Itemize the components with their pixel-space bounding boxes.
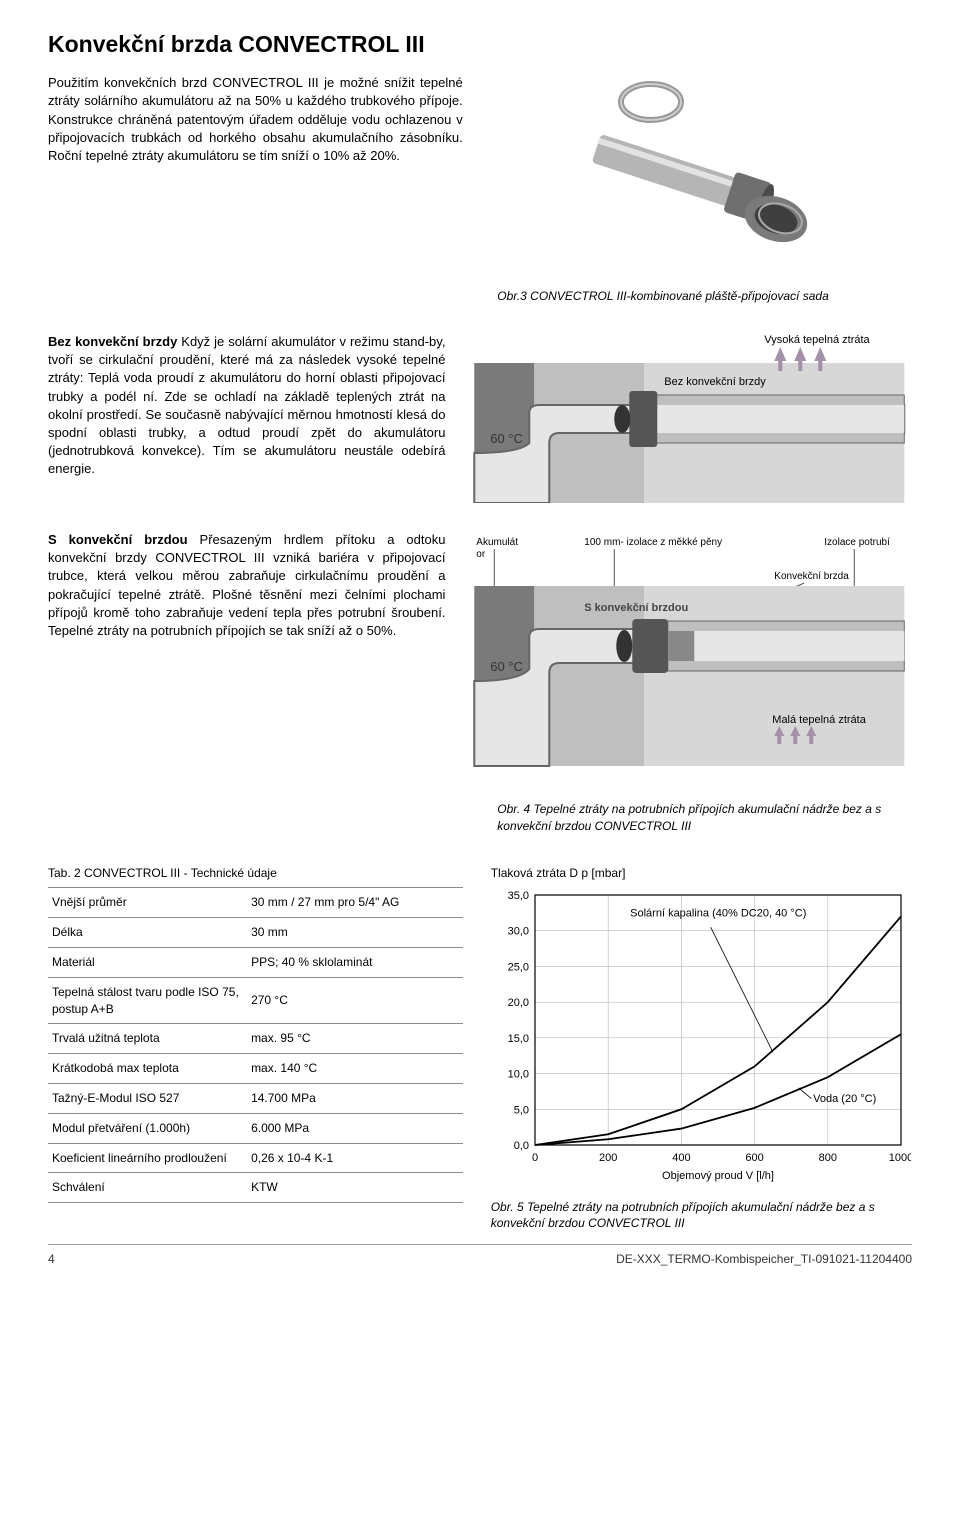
diagram-no-brake: 60 °C Bez konvekční brzdy Vysoká tepelná… [467,333,912,503]
diagram-with-brake: Akumulát or 100 mm- izolace z měkké pěny… [467,531,912,791]
with-brake-overlay: S konvekční brzdou [585,602,689,614]
no-brake-text: Bez konvekční brzdy Když je solární akum… [48,333,445,479]
spec-key: Schválení [48,1173,247,1203]
no-brake-body: Když je solární akumulátor v režimu stan… [48,334,445,476]
svg-text:15,0: 15,0 [507,1033,528,1045]
svg-text:20,0: 20,0 [507,998,528,1010]
svg-text:800: 800 [818,1152,836,1164]
doc-id: DE-XXX_TERMO-Kombispeicher_TI-091021-112… [616,1251,912,1268]
spec-value: 0,26 x 10-4 K-1 [247,1143,463,1173]
table-row: Krátkodobá max teplotamax. 140 °C [48,1054,463,1084]
foam-label: 100 mm- izolace z měkké pěny [585,537,723,548]
diag-with-brake-svg: Akumulát or 100 mm- izolace z měkké pěny… [467,531,912,791]
spec-value: 6.000 MPa [247,1113,463,1143]
spec-key: Modul přetváření (1.000h) [48,1113,247,1143]
spec-key: Koeficient lineárního prodloužení [48,1143,247,1173]
spec-key: Vnější průměr [48,888,247,918]
tank-label: Akumulát [477,537,519,548]
section-no-brake: Bez konvekční brzdy Když je solární akum… [48,333,912,503]
spec-key: Trvalá užitná teplota [48,1024,247,1054]
pressure-loss-chart: 0,0 5,0 10,0 15,0 20,0 25,0 30,0 35,0 0 200 400 600… [491,885,911,1185]
fig4-caption: Obr. 4 Tepelné ztráty na potrubních příp… [497,801,912,835]
spec-value: KTW [247,1173,463,1203]
section-with-brake: S konvekční brzdou Přesazeným hrdlem pří… [48,531,912,791]
page-title: Konvekční brzda CONVECTROL III [48,28,912,60]
spec-value: 30 mm [247,918,463,948]
table-title: Tab. 2 CONVECTROL III - Technické údaje [48,865,463,882]
svg-text:or: or [477,549,487,560]
table-row: Délka30 mm [48,918,463,948]
diag-no-brake-svg: 60 °C Bez konvekční brzdy Vysoká tepelná… [467,333,912,503]
svg-text:25,0: 25,0 [507,962,528,974]
table-row: Vnější průměr30 mm / 27 mm pro 5/4" AG [48,888,463,918]
table-row: Koeficient lineárního prodloužení0,26 x … [48,1143,463,1173]
with-brake-text: S konvekční brzdou Přesazeným hrdlem pří… [48,531,445,640]
fig5-caption: Obr. 5 Tepelné ztráty na potrubních příp… [491,1199,912,1233]
spec-table: Vnější průměr30 mm / 27 mm pro 5/4" AGDé… [48,887,463,1203]
table-row: Modul přetváření (1.000h)6.000 MPa [48,1113,463,1143]
spec-value: 270 °C [247,977,463,1024]
fig3-svg [541,74,861,274]
svg-text:600: 600 [745,1152,763,1164]
bottom-row: Tab. 2 CONVECTROL III - Technické údaje … [48,865,912,1233]
no-brake-overlay: Bez konvekční brzdy [665,376,767,388]
spec-key: Materiál [48,947,247,977]
spec-key: Krátkodobá max teplota [48,1054,247,1084]
svg-text:200: 200 [599,1152,617,1164]
spec-value: 14.700 MPa [247,1083,463,1113]
spec-value: 30 mm / 27 mm pro 5/4" AG [247,888,463,918]
spec-key: Délka [48,918,247,948]
svg-text:10,0: 10,0 [507,1069,528,1081]
spec-key: Tažný-E-Modul ISO 527 [48,1083,247,1113]
temp-label-2: 60 °C [491,659,524,674]
svg-text:30,0: 30,0 [507,926,528,938]
svg-text:Solární kapalina (40% DC20, 40: Solární kapalina (40% DC20, 40 °C) [630,908,806,920]
pipe-insul-label: Izolace potrubí [825,537,891,548]
page-number: 4 [48,1251,55,1268]
no-brake-heading: Bez konvekční brzdy [48,334,177,349]
intro-row: Použitím konvekčních brzd CONVECTROL III… [48,74,912,274]
spec-value: PPS; 40 % sklolaminát [247,947,463,977]
spec-key: Tepelná stálost tvaru podle ISO 75, post… [48,977,247,1024]
svg-text:5,0: 5,0 [513,1105,528,1117]
temp-label: 60 °C [491,431,524,446]
spec-value: max. 140 °C [247,1054,463,1084]
svg-text:35,0: 35,0 [507,890,528,902]
with-brake-heading: S konvekční brzdou [48,532,188,547]
svg-text:1000: 1000 [888,1152,910,1164]
page-footer: 4 DE-XXX_TERMO-Kombispeicher_TI-091021-1… [48,1244,912,1268]
svg-text:Voda (20 °C): Voda (20 °C) [813,1094,876,1106]
svg-text:Objemový proud V [l/h]: Objemový proud V [l/h] [662,1170,774,1182]
table-row: MateriálPPS; 40 % sklolaminát [48,947,463,977]
table-row: SchváleníKTW [48,1173,463,1203]
chart-title: Tlaková ztráta D p [mbar] [491,865,912,882]
table-row: Tepelná stálost tvaru podle ISO 75, post… [48,977,463,1024]
spec-table-wrap: Tab. 2 CONVECTROL III - Technické údaje … [48,865,463,1204]
high-loss-label: Vysoká tepelná ztráta [765,334,871,346]
with-brake-body: Přesazeným hrdlem přítoku a odtoku konve… [48,532,445,638]
table-row: Trvalá užitná teplotamax. 95 °C [48,1024,463,1054]
low-loss-label: Malá tepelná ztráta [773,714,867,726]
svg-text:400: 400 [672,1152,690,1164]
table-row: Tažný-E-Modul ISO 52714.700 MPa [48,1083,463,1113]
fig3-container [491,74,912,274]
brake-label: Konvekční brzda [775,571,850,582]
intro-text: Použitím konvekčních brzd CONVECTROL III… [48,74,463,274]
spec-value: max. 95 °C [247,1024,463,1054]
svg-text:0,0: 0,0 [513,1140,528,1152]
fig3-caption: Obr.3 CONVECTROL III-kombinované pláště-… [497,288,912,305]
svg-text:0: 0 [532,1152,538,1164]
chart-wrap: Tlaková ztráta D p [mbar] 0,0 5,0 10,0 15,0… [491,865,912,1233]
